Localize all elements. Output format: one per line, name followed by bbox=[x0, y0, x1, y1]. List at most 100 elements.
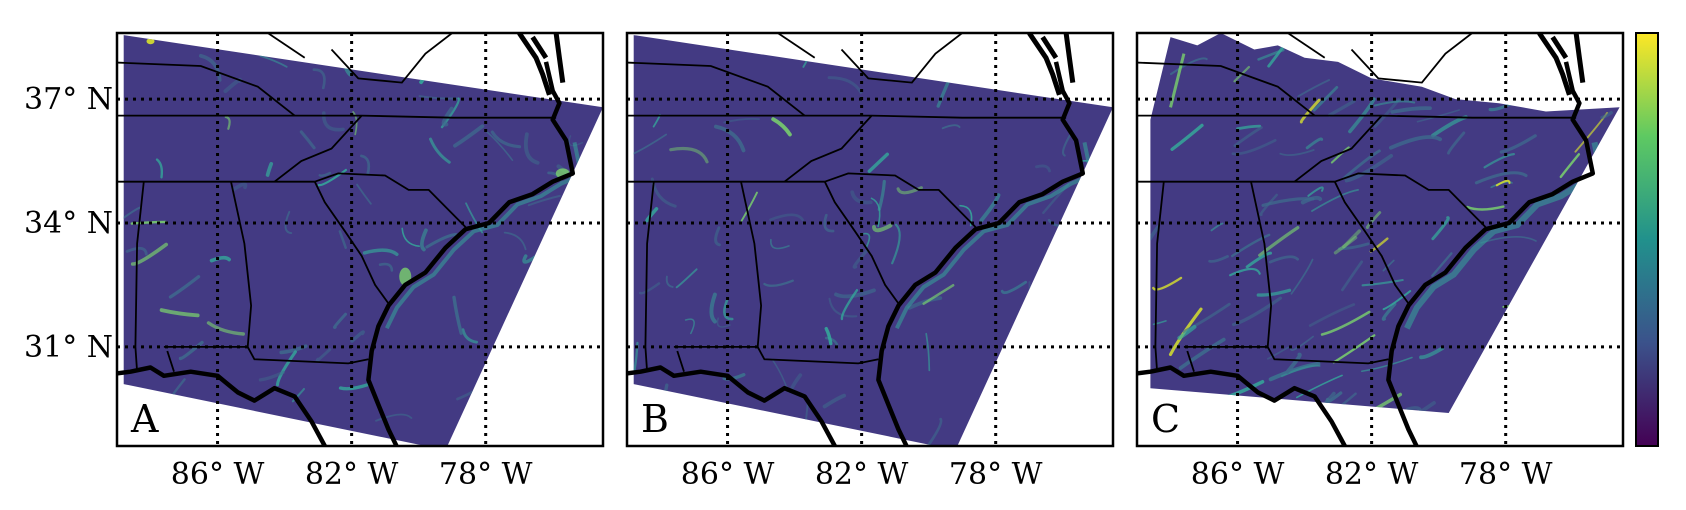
geography bbox=[627, 33, 1086, 446]
field-streak bbox=[1431, 216, 1450, 241]
field-streak bbox=[1476, 369, 1489, 382]
field-streak bbox=[1022, 357, 1049, 366]
field-streak bbox=[863, 232, 871, 248]
panel-frame bbox=[115, 31, 605, 448]
field-streak bbox=[1305, 137, 1324, 150]
field-streak bbox=[503, 231, 527, 251]
field-streak bbox=[1182, 302, 1231, 333]
field-streak bbox=[1267, 45, 1285, 68]
field-streak bbox=[1281, 364, 1321, 378]
field-streak bbox=[1297, 79, 1331, 98]
field-streak bbox=[1077, 335, 1086, 355]
field-streak bbox=[259, 55, 288, 68]
bay-coastline bbox=[553, 33, 566, 83]
field-streak bbox=[1062, 131, 1073, 157]
field-streak bbox=[452, 295, 463, 335]
state-boundary bbox=[1287, 33, 1326, 59]
field-streak bbox=[979, 193, 1001, 223]
field-streak bbox=[716, 317, 731, 328]
field-streak bbox=[1499, 134, 1537, 154]
field-streak bbox=[1390, 106, 1432, 114]
field-streak bbox=[891, 223, 901, 265]
field-streak bbox=[824, 336, 839, 346]
field-streak bbox=[1337, 242, 1370, 251]
panel-label: C bbox=[1151, 397, 1180, 441]
field-streak bbox=[1333, 236, 1358, 255]
field-streak bbox=[367, 63, 385, 72]
field-streak bbox=[258, 370, 285, 382]
field-streak bbox=[523, 132, 540, 165]
state-boundary bbox=[117, 61, 296, 117]
field-streak bbox=[1528, 292, 1539, 302]
field-streak bbox=[1152, 320, 1167, 326]
field-streak bbox=[1419, 346, 1445, 360]
field-streak bbox=[1382, 259, 1395, 272]
state-boundary bbox=[117, 114, 557, 119]
field-streak bbox=[763, 279, 794, 287]
field-streak bbox=[1474, 171, 1528, 185]
state-boundary bbox=[166, 350, 175, 372]
lat-tick-label: 37° N bbox=[24, 82, 113, 117]
field-streak bbox=[1245, 251, 1272, 269]
field-streak bbox=[125, 246, 148, 256]
field-streak bbox=[1229, 267, 1261, 277]
field-streak bbox=[840, 289, 859, 321]
gulf-coastline bbox=[627, 365, 838, 446]
state-boundary bbox=[823, 181, 900, 305]
field-streak bbox=[1169, 57, 1208, 76]
field-streak bbox=[548, 327, 570, 338]
field-streak bbox=[123, 206, 141, 230]
field-streak bbox=[461, 328, 479, 344]
field-streak bbox=[675, 268, 698, 289]
field-streak bbox=[822, 393, 846, 409]
state-boundary bbox=[840, 33, 963, 84]
field-streak bbox=[1561, 322, 1618, 330]
state-boundary bbox=[673, 346, 879, 365]
field-streak bbox=[533, 377, 566, 393]
field-streak bbox=[568, 135, 584, 147]
data-footprint bbox=[123, 35, 603, 446]
lon-tick-label: 82° W bbox=[1325, 457, 1419, 492]
bay-coastline bbox=[1550, 35, 1569, 60]
field-streak bbox=[1320, 310, 1371, 336]
field-streak bbox=[441, 106, 454, 127]
field-streak bbox=[419, 228, 428, 252]
field-streak bbox=[232, 182, 248, 191]
field-streak bbox=[1389, 135, 1442, 150]
field-streak bbox=[665, 275, 674, 288]
field-streak bbox=[506, 58, 514, 87]
lon-tick-label: 82° W bbox=[815, 457, 909, 492]
field-streak bbox=[1231, 233, 1271, 258]
map-panel-b: B bbox=[625, 31, 1115, 448]
field-streak bbox=[224, 115, 231, 130]
field-streak bbox=[703, 403, 713, 440]
field-streak bbox=[401, 227, 420, 247]
field-streak bbox=[1413, 401, 1436, 413]
field-streak bbox=[159, 308, 200, 318]
field-streak bbox=[684, 318, 695, 335]
state-boundary bbox=[1333, 181, 1410, 305]
field-streak bbox=[1267, 346, 1290, 360]
field-streak bbox=[941, 124, 961, 130]
field-streak bbox=[1259, 193, 1278, 216]
state-boundary bbox=[627, 114, 1067, 119]
field-streak bbox=[1307, 186, 1324, 197]
field-streak bbox=[378, 262, 394, 272]
state-boundary bbox=[1250, 181, 1273, 347]
field-streak bbox=[828, 297, 858, 318]
field-streak bbox=[338, 382, 371, 391]
field-streak bbox=[1483, 153, 1515, 169]
field-streak bbox=[490, 130, 522, 149]
field-streak bbox=[1258, 226, 1300, 257]
field-streak bbox=[1342, 229, 1362, 249]
field-streak bbox=[870, 197, 881, 228]
state-boundary bbox=[1186, 350, 1195, 372]
field-streak bbox=[834, 288, 876, 299]
field-streak bbox=[503, 349, 510, 385]
map-panel-a: A bbox=[115, 31, 605, 448]
field-streak bbox=[356, 183, 372, 205]
state-boundary bbox=[676, 350, 685, 372]
state-boundary bbox=[783, 114, 873, 183]
field-streak bbox=[633, 133, 668, 156]
